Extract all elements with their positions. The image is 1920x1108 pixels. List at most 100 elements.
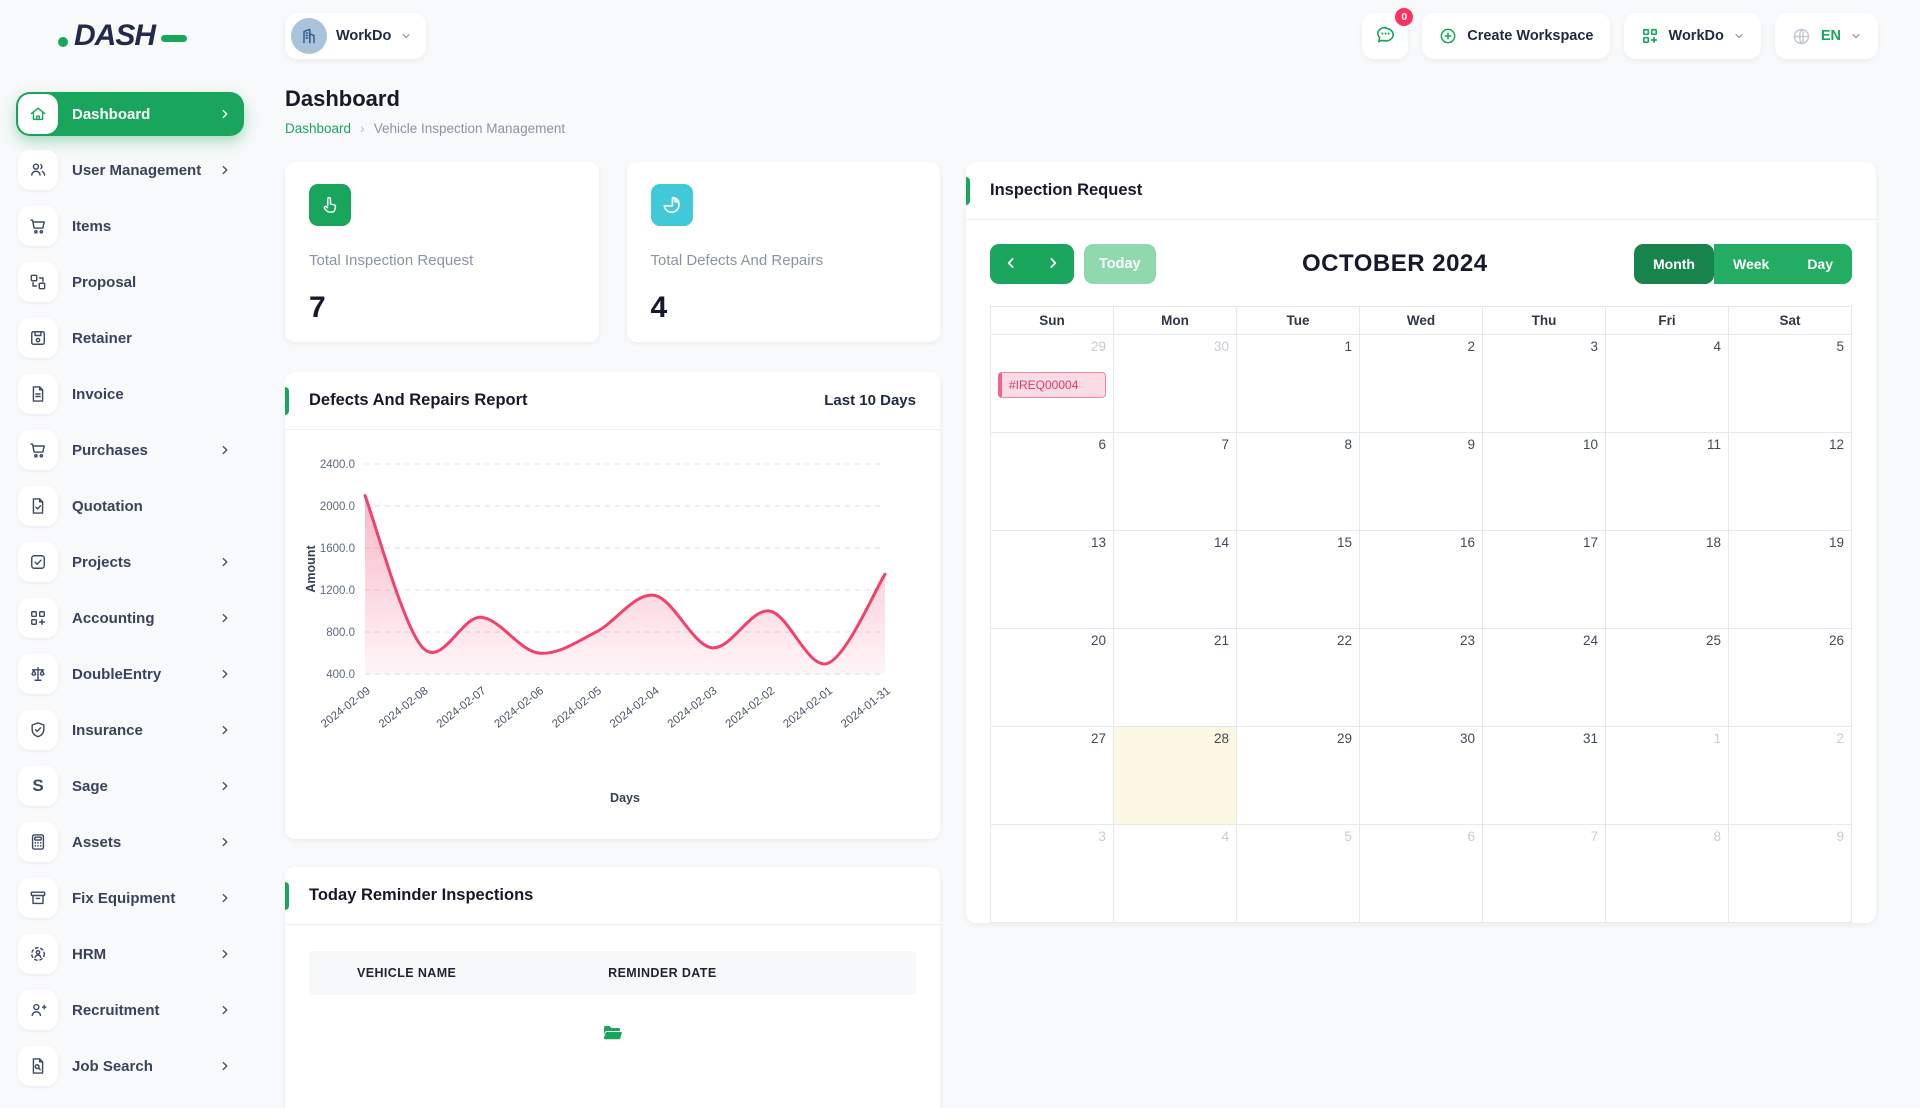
calendar-day-cell[interactable]: 13 <box>991 531 1114 628</box>
calendar-toolbar: Today OCTOBER 2024 Month Week Day <box>966 220 1876 306</box>
sidebar-item-dashboard[interactable]: Dashboard <box>16 92 244 136</box>
sidebar-item-purchases[interactable]: Purchases <box>16 428 244 472</box>
sidebar-item-items[interactable]: Items <box>16 204 244 248</box>
workspace-switcher[interactable]: WorkDo <box>285 13 427 59</box>
calendar-day-cell[interactable]: 28 <box>1114 727 1237 824</box>
calendar-day-cell[interactable]: 31 <box>1483 727 1606 824</box>
day-number: 26 <box>1828 633 1844 648</box>
calendar-day-cell[interactable]: 4 <box>1606 335 1729 432</box>
day-number: 6 <box>1098 437 1106 452</box>
sidebar-item-insurance[interactable]: Insurance <box>16 708 244 752</box>
calendar-day-cell[interactable]: 1 <box>1237 335 1360 432</box>
day-number: 6 <box>1467 829 1475 844</box>
grid-plus-icon <box>1640 26 1660 46</box>
day-header-mon: Mon <box>1114 307 1237 334</box>
calendar-day-cell[interactable]: 14 <box>1114 531 1237 628</box>
globe-icon <box>1791 26 1812 47</box>
view-day-button[interactable]: Day <box>1788 244 1852 284</box>
calendar-day-cell[interactable]: 22 <box>1237 629 1360 726</box>
sidebar-item-assets[interactable]: Assets <box>16 820 244 864</box>
sidebar-item-label: DoubleEntry <box>72 665 162 683</box>
stat-label: Total Inspection Request <box>309 252 474 269</box>
calendar-day-cell[interactable]: 17 <box>1483 531 1606 628</box>
calendar-day-cell[interactable]: 6 <box>991 433 1114 530</box>
sidebar-item-job-search[interactable]: Job Search <box>16 1044 244 1088</box>
language-menu-button[interactable]: EN <box>1774 13 1878 59</box>
calendar-day-cell[interactable]: 24 <box>1483 629 1606 726</box>
calendar-title: OCTOBER 2024 <box>1302 250 1488 277</box>
calendar-day-cell[interactable]: 29 <box>1237 727 1360 824</box>
svg-text:2024-01-31: 2024-01-31 <box>839 685 893 731</box>
calendar-day-cell[interactable]: 11 <box>1606 433 1729 530</box>
calendar-day-cell[interactable]: 18 <box>1606 531 1729 628</box>
calendar-day-cell[interactable]: 6 <box>1360 825 1483 922</box>
chevron-right-icon <box>1046 256 1060 273</box>
calendar-day-cell[interactable]: 5 <box>1729 335 1851 432</box>
calendar-day-cell[interactable]: 21 <box>1114 629 1237 726</box>
sidebar-item-fix-equipment[interactable]: Fix Equipment <box>16 876 244 920</box>
calendar-day-cell[interactable]: 12 <box>1729 433 1851 530</box>
file-check-icon <box>18 486 58 526</box>
calendar-day-cell[interactable]: 10 <box>1483 433 1606 530</box>
inspection-request-panel: Inspection Request Today <box>966 162 1876 923</box>
sidebar-item-label: Invoice <box>72 385 124 403</box>
sidebar-item-quotation[interactable]: Quotation <box>16 484 244 528</box>
calendar-day-cell[interactable]: 19 <box>1729 531 1851 628</box>
sidebar-item-retainer[interactable]: Retainer <box>16 316 244 360</box>
calendar-day-cell[interactable]: 8 <box>1237 433 1360 530</box>
panel-title: Today Reminder Inspections <box>309 886 534 904</box>
prev-month-button[interactable] <box>990 244 1032 284</box>
day-number: 4 <box>1713 339 1721 354</box>
sidebar-item-proposal[interactable]: Proposal <box>16 260 244 304</box>
sidebar-item-sage[interactable]: S Sage <box>16 764 244 808</box>
sidebar-item-recruitment[interactable]: Recruitment <box>16 988 244 1032</box>
calendar-day-cell[interactable]: 15 <box>1237 531 1360 628</box>
calendar-day-cell[interactable]: 3 <box>1483 335 1606 432</box>
calendar-day-cell[interactable]: 29 #IREQ00004 <box>991 335 1114 432</box>
breadcrumb-dashboard[interactable]: Dashboard <box>285 120 352 136</box>
folder-open-icon <box>601 1021 625 1050</box>
calendar-day-cell[interactable]: 30 <box>1360 727 1483 824</box>
sidebar-item-accounting[interactable]: Accounting <box>16 596 244 640</box>
svg-text:2400.0: 2400.0 <box>320 459 355 471</box>
today-button[interactable]: Today <box>1084 244 1156 284</box>
calendar-day-cell[interactable]: 23 <box>1360 629 1483 726</box>
calendar-day-cell[interactable]: 9 <box>1360 433 1483 530</box>
messages-button[interactable]: 0 <box>1362 8 1414 59</box>
next-month-button[interactable] <box>1032 244 1074 284</box>
calendar-day-cell[interactable]: 9 <box>1729 825 1851 922</box>
calendar-day-cell[interactable]: 20 <box>991 629 1114 726</box>
view-month-button[interactable]: Month <box>1634 244 1714 284</box>
sidebar-item-projects[interactable]: Projects <box>16 540 244 584</box>
calendar-day-cell[interactable]: 25 <box>1606 629 1729 726</box>
sidebar-item-doubleentry[interactable]: DoubleEntry <box>16 652 244 696</box>
calendar-day-cell[interactable]: 7 <box>1483 825 1606 922</box>
create-workspace-button[interactable]: Create Workspace <box>1422 13 1610 59</box>
sidebar-item-invoice[interactable]: Invoice <box>16 372 244 416</box>
chevron-down-icon <box>1733 30 1745 42</box>
app-logo[interactable]: DASH <box>0 19 260 53</box>
calendar-day-cell[interactable]: 2 <box>1729 727 1851 824</box>
calendar-day-cell[interactable]: 26 <box>1729 629 1851 726</box>
calendar-day-cell[interactable]: 8 <box>1606 825 1729 922</box>
calendar-day-cell[interactable]: 30 <box>1114 335 1237 432</box>
calendar-day-cell[interactable]: 7 <box>1114 433 1237 530</box>
calendar-day-cell[interactable]: 4 <box>1114 825 1237 922</box>
calendar-day-cell[interactable]: 5 <box>1237 825 1360 922</box>
calendar-day-cell[interactable]: 27 <box>991 727 1114 824</box>
stat-card-total-defects-and-repairs: Total Defects And Repairs 4 <box>626 162 940 342</box>
calendar-event[interactable]: #IREQ00004 <box>998 372 1106 398</box>
calendar-day-cell[interactable]: 3 <box>991 825 1114 922</box>
sidebar-item-label: Job Search <box>72 1057 153 1075</box>
view-week-button[interactable]: Week <box>1713 244 1789 284</box>
calendar-day-cell[interactable]: 16 <box>1360 531 1483 628</box>
calendar-day-cell[interactable]: 2 <box>1360 335 1483 432</box>
apps-menu-button[interactable]: WorkDo <box>1623 13 1761 59</box>
sidebar-item-hrm[interactable]: HRM <box>16 932 244 976</box>
sidebar-item-user-management[interactable]: User Management <box>16 148 244 192</box>
chevron-right-icon <box>218 443 232 457</box>
chevron-left-icon <box>1004 256 1018 273</box>
calendar-day-cell[interactable]: 1 <box>1606 727 1729 824</box>
panel-header: Inspection Request <box>966 162 1876 220</box>
day-number: 3 <box>1098 829 1106 844</box>
